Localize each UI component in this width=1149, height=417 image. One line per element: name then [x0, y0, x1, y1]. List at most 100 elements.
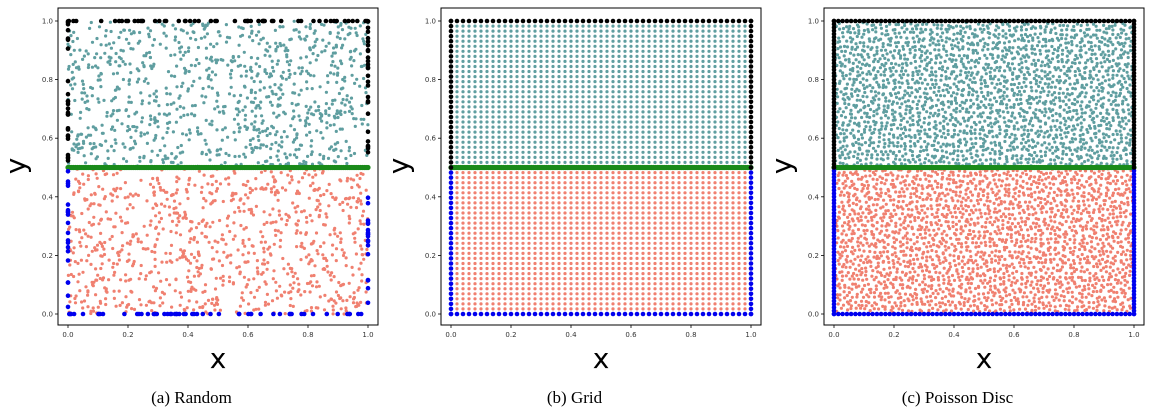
lower-interior-point: [218, 182, 223, 186]
lower-interior-point: [527, 206, 531, 210]
upper-interior-point: [527, 69, 531, 74]
upper-interior-point: [103, 51, 107, 55]
upper-interior-point: [653, 150, 657, 154]
upper-interior-point: [659, 80, 663, 84]
upper-interior-point: [719, 75, 723, 79]
upper-interior-point: [635, 115, 639, 119]
upper-interior-point: [353, 49, 357, 53]
upper-interior-point: [581, 39, 585, 43]
lower-interior-point: [485, 251, 489, 255]
upper-interior-point: [677, 125, 681, 129]
lower-interior-point: [521, 216, 525, 220]
lower-interior-point: [154, 214, 158, 218]
lower-interior-point: [314, 285, 319, 289]
upper-interior-point: [256, 161, 260, 165]
lower-interior-point: [533, 226, 537, 230]
x-tick-label: 0.0: [62, 331, 73, 339]
upper-interior-point: [84, 49, 88, 53]
lower-interior-point: [309, 280, 313, 284]
upper-interior-point: [358, 24, 362, 28]
upper-interior-point: [647, 105, 651, 109]
lower-interior-point: [599, 201, 603, 205]
lower-interior-point: [353, 236, 357, 240]
upper-interior-point: [713, 100, 717, 104]
upper-interior-point: [461, 49, 465, 53]
lower-interior-point: [360, 279, 364, 283]
lower-interior-point: [200, 305, 205, 310]
upper-interior-point: [467, 95, 471, 99]
lower-interior-point: [131, 234, 136, 238]
lower-interior-point: [527, 251, 531, 255]
upper-interior-point: [635, 95, 639, 99]
lower-interior-point: [671, 261, 675, 266]
upper-boundary-point: [346, 18, 351, 24]
upper-interior-point: [557, 80, 561, 84]
lower-interior-point: [617, 221, 621, 225]
upper-interior-point: [539, 130, 543, 134]
upper-interior-point: [515, 120, 519, 124]
lower-interior-point: [623, 307, 627, 311]
lower-interior-point: [689, 186, 693, 190]
upper-interior-point: [251, 39, 255, 43]
upper-interior-point: [683, 140, 687, 144]
lower-interior-point: [503, 176, 507, 180]
upper-interior-point: [611, 49, 615, 53]
lower-interior-point: [569, 221, 573, 225]
lower-interior-point: [629, 181, 633, 185]
lower-interior-point: [339, 307, 343, 311]
upper-interior-point: [707, 85, 711, 89]
upper-interior-point: [164, 86, 168, 90]
upper-interior-point: [242, 50, 246, 54]
lower-interior-point: [521, 307, 525, 311]
lower-interior-point: [152, 301, 156, 305]
lower-interior-point: [593, 201, 597, 205]
upper-interior-point: [683, 155, 687, 159]
upper-interior-point: [305, 34, 309, 38]
lower-interior-point: [557, 211, 561, 215]
upper-interior-point: [236, 122, 240, 126]
lower-interior-point: [701, 216, 705, 220]
upper-interior-point: [274, 141, 278, 145]
upper-interior-point: [647, 24, 651, 28]
upper-interior-point: [689, 150, 693, 154]
x-tick-label: 0.6: [242, 331, 254, 339]
upper-interior-point: [683, 54, 687, 59]
lower-interior-point: [485, 196, 489, 200]
lower-interior-point: [467, 297, 471, 301]
upper-interior-point: [515, 160, 519, 164]
upper-interior-point: [641, 34, 645, 38]
lower-interior-point: [581, 191, 585, 195]
upper-interior-point: [629, 105, 633, 109]
lower-interior-point: [575, 171, 579, 175]
upper-interior-point: [539, 29, 543, 33]
upper-interior-point: [587, 125, 591, 129]
upper-interior-point: [701, 105, 705, 109]
upper-interior-point: [128, 28, 132, 32]
upper-interior-point: [255, 74, 259, 78]
upper-interior-point: [701, 155, 705, 159]
upper-interior-point: [689, 54, 693, 59]
upper-interior-point: [105, 110, 109, 115]
upper-interior-point: [473, 64, 477, 69]
upper-interior-point: [647, 145, 651, 149]
lower-interior-point: [310, 219, 314, 223]
lower-interior-point: [635, 287, 639, 291]
upper-interior-point: [479, 90, 483, 94]
lower-interior-point: [269, 170, 273, 174]
upper-interior-point: [515, 29, 519, 33]
upper-interior-point: [683, 150, 687, 154]
lower-interior-point: [569, 171, 573, 175]
lower-interior-point: [731, 216, 735, 220]
lower-interior-point: [683, 181, 687, 185]
lower-interior-point: [515, 307, 519, 311]
lower-interior-point: [677, 196, 681, 200]
lower-interior-point: [245, 283, 249, 287]
lower-interior-point: [81, 172, 85, 176]
upper-interior-point: [78, 48, 82, 52]
lower-interior-point: [509, 211, 513, 215]
upper-interior-point: [509, 59, 513, 64]
lower-interior-point: [581, 256, 585, 260]
upper-interior-point: [539, 135, 543, 139]
lower-interior-point: [120, 231, 124, 235]
lower-interior-point: [557, 297, 561, 301]
